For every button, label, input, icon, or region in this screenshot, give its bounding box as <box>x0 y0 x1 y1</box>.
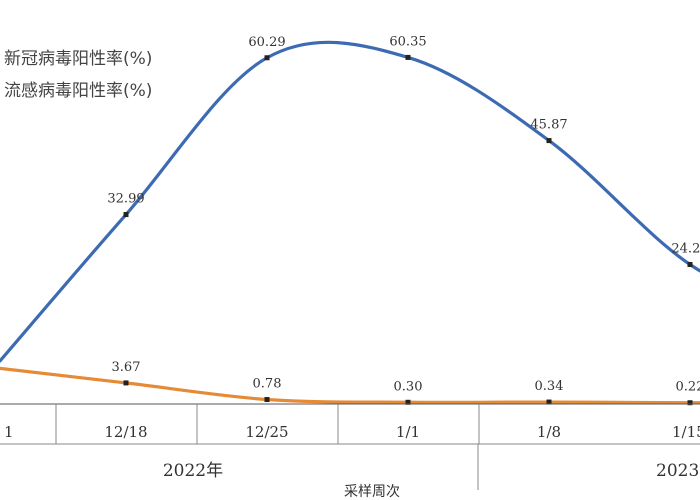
x-tick-label: 12/18 <box>104 423 147 441</box>
data-point <box>123 380 129 386</box>
legend: 新冠病毒阳性率(%) 流感病毒阳性率(%) <box>4 49 152 101</box>
x-tick-label: 1 <box>4 423 14 441</box>
data-point <box>405 399 411 405</box>
data-label: 60.29 <box>248 35 285 50</box>
data-point <box>405 54 411 60</box>
data-label: 0.34 <box>535 379 564 394</box>
data-label: 0.78 <box>253 377 282 392</box>
legend-entry-flu: 流感病毒阳性率(%) <box>4 81 152 101</box>
x-tick-label: 1/15 <box>672 423 700 441</box>
data-point <box>687 400 693 406</box>
data-label: 24.29 <box>671 242 700 257</box>
data-label: 60.35 <box>389 34 426 49</box>
data-point <box>264 55 270 61</box>
series-line-1 <box>0 366 700 405</box>
data-label: 0.30 <box>394 379 423 394</box>
x-tick-label: 1/1 <box>396 423 420 441</box>
data-label: 3.67 <box>112 360 141 375</box>
data-label: 0.22 <box>676 380 700 395</box>
year-label-2022: 2022年 <box>163 461 223 481</box>
data-label: 32.99 <box>107 192 144 207</box>
x-axis-title: 采样周次 <box>344 484 400 500</box>
data-point <box>546 138 552 144</box>
data-point <box>264 397 270 403</box>
data-point <box>546 399 552 405</box>
x-tick-label: 1/8 <box>537 423 561 441</box>
plot-area: 32.99 60.29 60.35 45.87 24.29 3.67 0.78 0.30 0.3… <box>0 34 700 406</box>
x-axis: 2022年 2023 采样周次 1 12/18 12/25 1/1 1/8 1/15 <box>0 403 700 500</box>
data-label: 45.87 <box>530 118 567 133</box>
data-point <box>687 262 693 268</box>
year-label-2023: 2023 <box>656 461 699 481</box>
data-point <box>123 212 129 218</box>
legend-entry-covid: 新冠病毒阳性率(%) <box>4 49 152 69</box>
x-tick-label: 12/25 <box>245 423 288 441</box>
